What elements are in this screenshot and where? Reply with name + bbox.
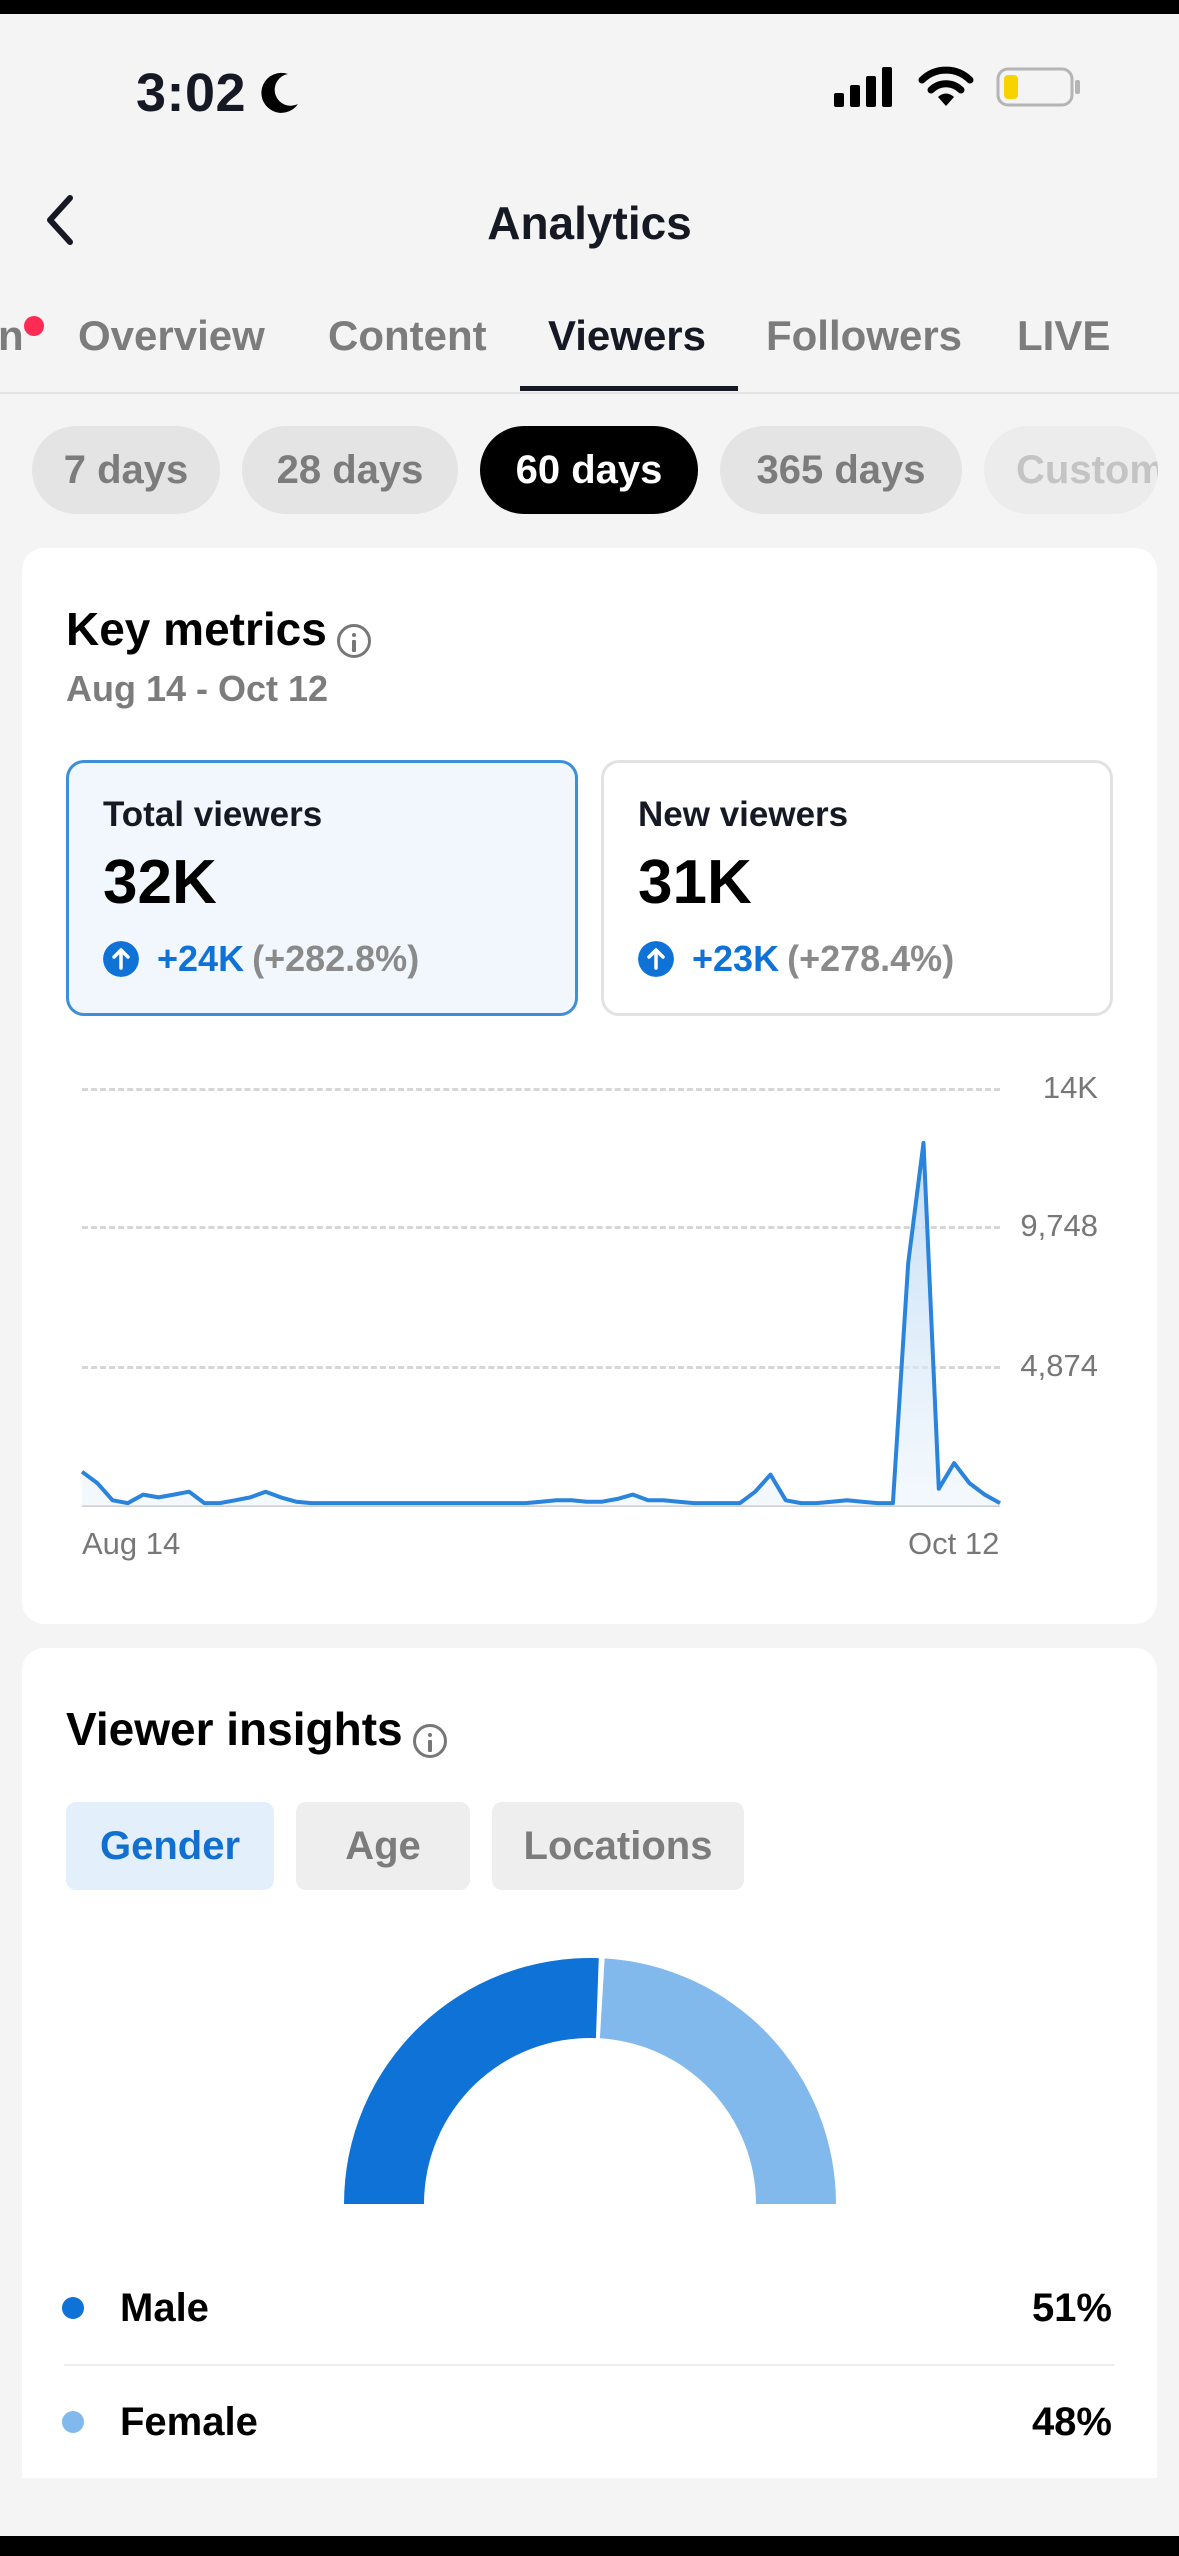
wifi-icon: [918, 66, 974, 106]
battery-icon: [996, 67, 1080, 107]
active-tab-underline: [520, 386, 738, 391]
legend-value-female: 48%: [1031, 2399, 1112, 2444]
range-60-days[interactable]: 60 days: [480, 426, 698, 514]
total-viewers-change-value: +24K: [157, 938, 245, 979]
total-viewers-card[interactable]: Total viewers 32K +24K (+282.8%): [66, 760, 578, 1016]
tab-content[interactable]: Content: [328, 312, 487, 359]
series-area: [82, 1142, 1000, 1506]
total-viewers-change-pct: (+282.8%): [252, 938, 420, 979]
analytics-tabs: n Overview Content Viewers Followers LIV…: [0, 312, 1179, 392]
y-tick-label: 14K: [1042, 1070, 1098, 1105]
tab-live[interactable]: LIVE: [1017, 312, 1111, 359]
total-viewers-change: +24K (+282.8%): [103, 938, 541, 980]
legend-label-male: Male: [120, 2285, 209, 2330]
legend-value-male: 51%: [1031, 2285, 1112, 2330]
info-icon[interactable]: [412, 1723, 447, 1758]
info-icon[interactable]: [336, 623, 371, 658]
gender-half-donut: [344, 1958, 836, 2204]
range-7-days[interactable]: 7 days: [32, 426, 220, 514]
legend-row-female: Female 48%: [62, 2382, 1112, 2462]
gridline-mid: [82, 1226, 1000, 1229]
signal-icon: [834, 67, 892, 107]
bottom-black-bar: [0, 2536, 1179, 2556]
status-time: 3:02: [136, 63, 247, 123]
moon-icon: [261, 72, 298, 113]
insight-tab-gender[interactable]: Gender: [66, 1802, 274, 1890]
viewer-insights-heading: Viewer insights: [66, 1702, 447, 1758]
legend-dot-female: [62, 2411, 84, 2433]
total-viewers-value: 32K: [103, 848, 217, 917]
back-chevron-icon[interactable]: [40, 190, 80, 250]
gridline-top: [82, 1088, 1000, 1091]
new-viewers-label: New viewers: [638, 795, 849, 834]
total-viewers-label: Total viewers: [103, 795, 323, 834]
status-icons: [834, 66, 1082, 108]
page-title: Analytics: [487, 197, 692, 249]
tabs-divider: [0, 392, 1179, 394]
key-metrics-card: [22, 548, 1157, 1624]
range-365-days[interactable]: 365 days: [720, 426, 962, 514]
series-line: [80, 1140, 1001, 1506]
donut-segment-male: [344, 1958, 599, 2204]
donut-segment-female: [599, 1958, 836, 2204]
tab-viewers[interactable]: Viewers: [548, 312, 707, 359]
legend-divider: [64, 2364, 1114, 2366]
arrow-up-icon: [638, 941, 674, 977]
new-viewers-change-value: +23K: [692, 938, 780, 979]
tab-overview[interactable]: Overview: [78, 312, 265, 359]
y-tick-label: 4,874: [1020, 1348, 1098, 1383]
tab-followers[interactable]: Followers: [766, 312, 963, 359]
notification-dot: [24, 316, 44, 336]
x-tick-label-start: Aug 14: [82, 1526, 181, 1561]
date-range-label: Aug 14 - Oct 12: [66, 668, 329, 709]
new-viewers-value: 31K: [638, 848, 752, 917]
new-viewers-change: +23K (+278.4%): [638, 938, 1076, 980]
gridline-low: [82, 1366, 1000, 1369]
new-viewers-card[interactable]: New viewers 31K +23K (+278.4%): [601, 760, 1113, 1016]
range-custom[interactable]: Custom: [984, 426, 1158, 514]
range-28-days[interactable]: 28 days: [242, 426, 458, 514]
new-viewers-change-pct: (+278.4%): [787, 938, 955, 979]
key-metrics-heading: Key metrics: [66, 602, 371, 658]
x-tick-label-end: Oct 12: [908, 1526, 1000, 1561]
key-metrics-title: Key metrics: [66, 603, 327, 655]
arrow-up-icon: [103, 941, 139, 977]
tab-partial[interactable]: n: [0, 312, 24, 359]
viewer-insights-card: [22, 1648, 1157, 2478]
legend-row-male: Male 51%: [62, 2268, 1112, 2348]
y-tick-label: 9,748: [1020, 1208, 1098, 1243]
top-black-bar: [0, 0, 1179, 14]
viewer-insights-title: Viewer insights: [66, 1703, 403, 1755]
viewers-area-chart: [80, 1140, 1001, 1507]
legend-label-female: Female: [120, 2399, 258, 2444]
legend-dot-male: [62, 2297, 84, 2319]
insight-tab-locations[interactable]: Locations: [492, 1802, 744, 1890]
insight-tab-age[interactable]: Age: [296, 1802, 470, 1890]
